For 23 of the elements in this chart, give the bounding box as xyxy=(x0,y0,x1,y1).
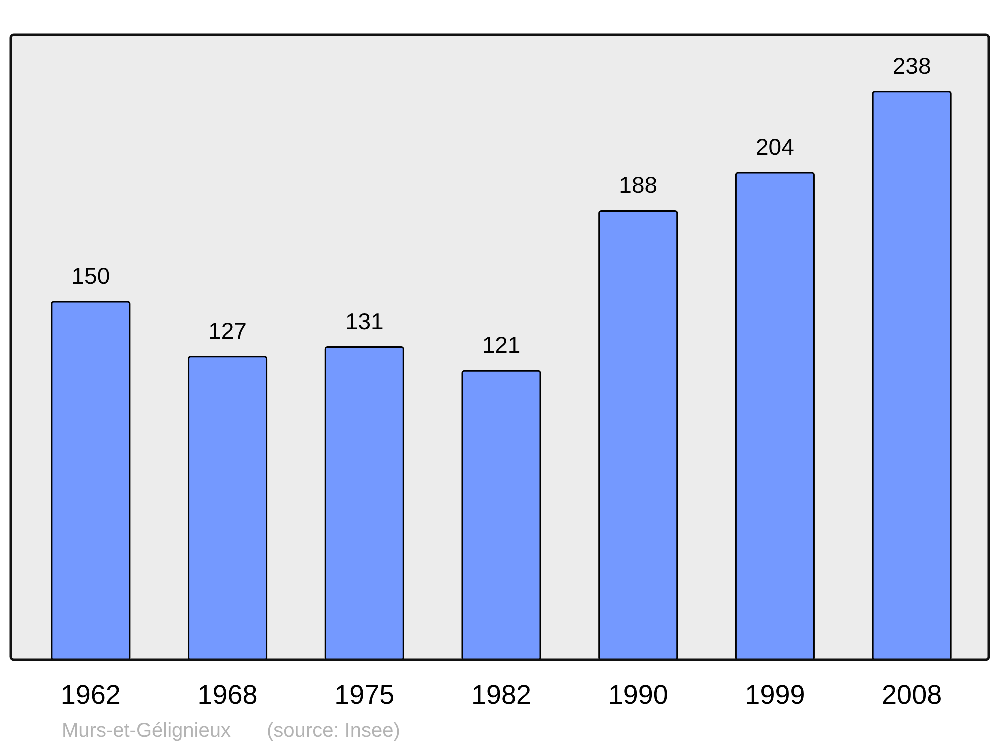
bar xyxy=(324,346,404,661)
data-label: 150 xyxy=(72,262,110,289)
text: (source: Insee) xyxy=(267,720,400,742)
bar xyxy=(872,91,952,661)
bar xyxy=(735,172,815,661)
bar xyxy=(598,210,678,661)
x-tick-label: 1982 xyxy=(471,680,532,710)
x-tick-label: 1962 xyxy=(60,680,121,710)
bar xyxy=(188,356,268,661)
data-label: 238 xyxy=(892,52,932,79)
data-label: 204 xyxy=(756,134,795,160)
x-tick-label: 2008 xyxy=(882,680,942,710)
x-tick-label: 1968 xyxy=(198,680,258,710)
bar xyxy=(462,370,542,661)
x-tick-label: 1999 xyxy=(745,680,806,710)
x-tick-label: 1990 xyxy=(608,680,668,710)
text: Murs-et-Gélignieux xyxy=(62,720,231,742)
bar xyxy=(51,301,131,661)
data-label: 121 xyxy=(482,332,521,358)
data-label: 188 xyxy=(619,172,658,198)
x-tick-label: 1975 xyxy=(334,680,395,710)
data-label: 131 xyxy=(345,308,384,334)
data-label: 127 xyxy=(208,318,247,344)
